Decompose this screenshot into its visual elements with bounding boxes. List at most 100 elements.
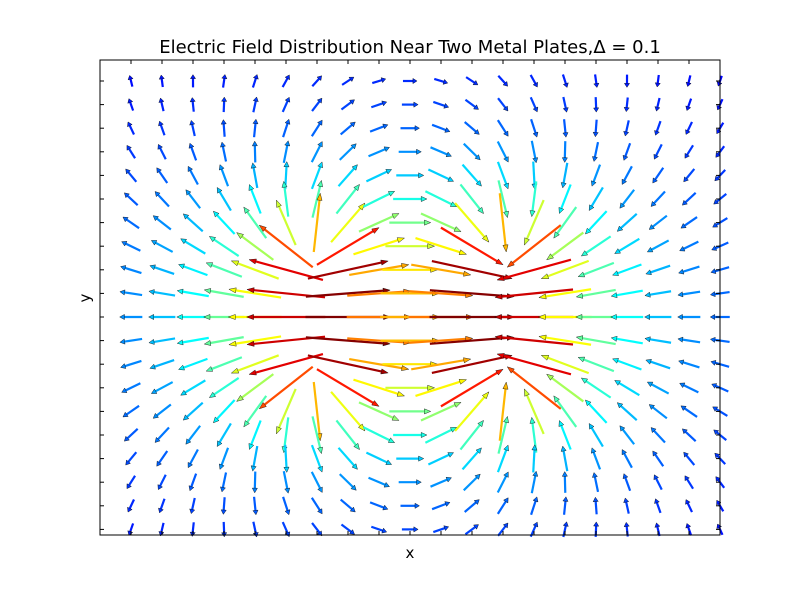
field-arrow-shaft [128,499,135,509]
field-arrow-head [317,179,323,188]
field-arrow-head [716,499,722,506]
field-arrow-head [714,452,720,459]
field-arrow-head [496,275,505,281]
field-arrow-head [218,164,225,171]
field-arrow-head [251,487,258,494]
field-arrow-shaft [624,477,632,492]
field-arrow-head [350,484,357,491]
field-arrow-head [560,445,567,452]
field-arrow-shaft [454,396,486,432]
field-arrow-shaft [682,361,700,369]
field-arrow-head [477,206,484,215]
field-arrow-shaft [684,216,698,227]
field-arrow-shaft [129,523,135,532]
field-arrow-shaft [337,167,355,187]
field-arrow-head [127,506,133,513]
field-arrow-head [532,496,539,503]
field-arrow-head [495,258,504,266]
field-arrow-shaft [191,101,195,112]
field-arrow-head [391,415,400,421]
field-arrow-shaft [182,290,209,298]
field-arrow-shaft [312,200,321,253]
field-arrow-head [449,201,458,207]
field-arrow-head [380,368,389,375]
field-arrow-shaft [454,202,486,238]
field-arrow-shaft [365,170,388,183]
field-arrow-head [125,168,131,175]
field-arrow-head [577,271,586,278]
field-arrow-head [203,314,211,320]
field-arrow-head [180,389,187,396]
field-arrow-head [558,420,565,427]
field-arrow-head [531,444,538,451]
field-arrow-head [420,196,428,202]
field-arrow-head [644,314,650,320]
field-arrow-shaft [250,420,262,445]
field-arrow-head [317,141,323,148]
field-arrow-shaft [621,428,636,445]
field-arrow-head [190,74,196,79]
field-arrow-shaft [282,496,289,511]
field-arrow-shaft [252,445,259,467]
field-arrow-shaft [160,101,165,112]
field-arrow-shaft [431,502,447,511]
field-arrow-shaft [282,470,289,489]
field-arrow-head [149,363,156,370]
field-arrow-shaft [154,266,175,275]
field-arrow-shaft [432,100,445,107]
field-arrow-head [678,359,685,366]
field-arrow-head [538,334,547,341]
field-arrow-head [154,436,161,443]
field-arrow-head [127,98,134,104]
field-arrow-head [621,449,627,456]
field-arrow-head [546,373,554,381]
field-arrow-head [158,120,164,127]
field-arrow-shaft [252,123,257,138]
field-arrow-head [619,425,626,432]
field-arrow-shaft [186,401,204,418]
field-arrow-head [157,484,163,490]
field-arrow-head [156,167,162,174]
field-arrow-head [593,521,600,527]
field-arrow-shaft [312,381,321,434]
field-arrow-shaft [430,146,448,156]
field-arrow-head [317,119,323,126]
field-arrow-shaft [464,98,476,108]
field-arrow-head [713,429,720,435]
field-arrow-head [502,244,509,253]
field-arrow-head [677,314,683,320]
field-arrow-head [616,402,624,409]
field-arrow-head [250,465,257,472]
field-arrow-shaft [656,97,661,108]
field-arrow-shaft [590,186,604,207]
field-arrow-shaft [370,102,383,109]
field-arrow-shaft [186,216,204,233]
field-arrow-head [317,446,323,455]
field-arrow-head [709,314,716,320]
field-arrow-head [575,335,584,342]
field-arrow-head [152,412,159,419]
chart-title: Electric Field Distribution Near Two Met… [159,37,661,58]
field-arrow-head [442,78,449,85]
field-arrow-shaft [220,447,230,466]
field-arrow-shaft [617,263,642,275]
field-arrow-shaft [625,120,630,133]
field-arrow-head [385,459,393,465]
field-arrow-shaft [158,450,169,464]
field-arrow-shaft [190,473,198,487]
field-arrow-head [712,406,719,412]
field-arrow-shaft [651,383,670,395]
field-arrow-head [150,240,158,246]
field-arrow-shaft [432,527,445,534]
field-arrow-shaft [241,235,275,261]
field-arrow-shaft [683,384,699,394]
field-arrow-head [316,192,323,201]
field-arrow-shaft [560,184,572,209]
field-arrow-shaft [337,447,355,467]
field-arrow-shaft [420,404,456,422]
field-arrow-head [127,121,133,128]
field-arrow-head [648,224,655,230]
field-arrow-shaft [241,373,275,399]
field-arrow-shaft [281,77,289,88]
field-arrow-shaft [717,122,725,131]
